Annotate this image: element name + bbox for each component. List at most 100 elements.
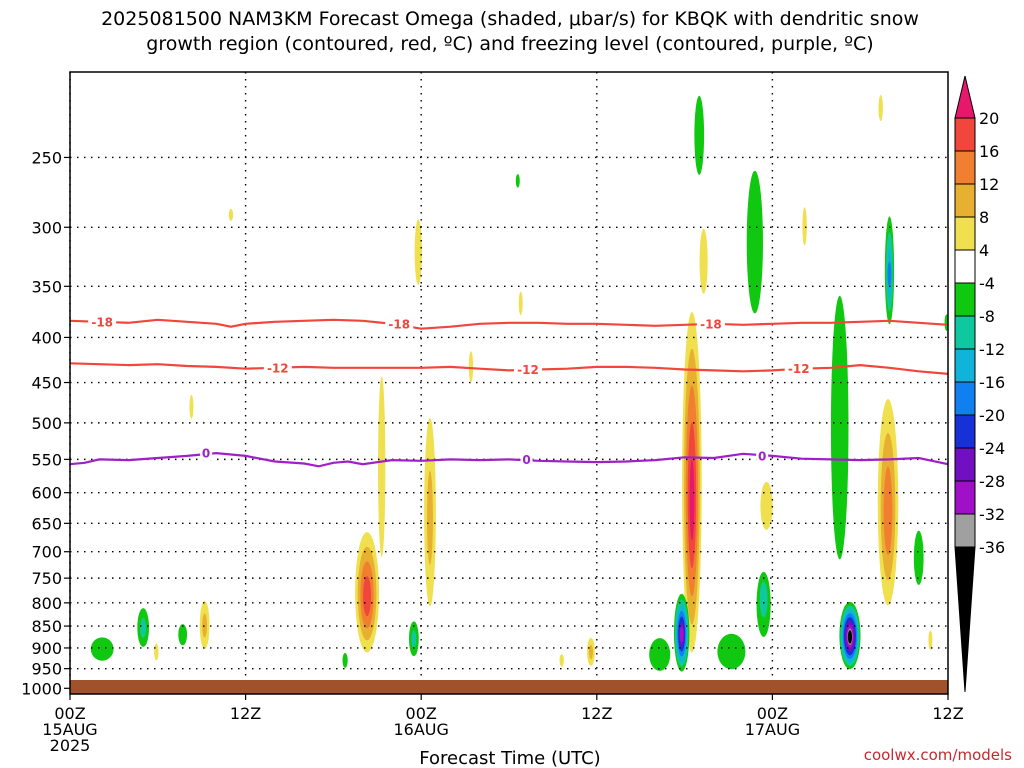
omega-shade-level (694, 95, 705, 175)
x-tick-label: 00Z (54, 704, 85, 723)
omega-shade-level (588, 644, 593, 660)
omega-shade-level (883, 466, 893, 556)
x-tick-label: 17AUG (745, 720, 800, 739)
colorbar-segment (954, 414, 976, 449)
omega-feature (877, 398, 899, 606)
colorbar-bottom-arrow (954, 546, 976, 693)
omega-shade-level (689, 459, 695, 541)
omega-feature (424, 417, 436, 607)
omega-shade-level (746, 170, 763, 314)
y-tick-label: 450 (31, 374, 62, 393)
x-tick-label: 16AUG (393, 720, 448, 739)
contour-label-bg (696, 316, 725, 331)
contour-label-bg (385, 316, 414, 331)
contour-label: -18 (91, 315, 113, 329)
omega-feature (154, 643, 159, 661)
omega-feature (468, 351, 474, 383)
y-tick-label: 950 (31, 660, 62, 679)
omega-shade-level (913, 530, 924, 585)
omega-feature (587, 637, 595, 666)
colorbar-label: -28 (979, 472, 1005, 491)
omega-shade-level (228, 208, 234, 221)
omega-feature (830, 295, 849, 560)
colorbar-top-arrow (954, 75, 976, 119)
omega-feature (756, 571, 771, 637)
y-tick-label: 800 (31, 594, 62, 613)
colorbar-segment (954, 480, 976, 515)
y-tick-label: 700 (31, 543, 62, 562)
y-tick-label: 600 (31, 484, 62, 503)
omega-feature (189, 394, 194, 419)
omega-shade-level (649, 638, 671, 671)
omega-feature (928, 630, 933, 650)
contour-label: -12 (517, 363, 539, 377)
omega-feature (884, 216, 895, 325)
omega-shade-level (830, 295, 849, 560)
omega-feature (699, 228, 708, 294)
x-tick-label: 12Z (932, 704, 963, 723)
omega-shade-level (178, 624, 188, 646)
omega-shade-level (515, 174, 520, 188)
omega-shade-level (363, 576, 372, 617)
omega-feature (178, 624, 188, 646)
plot-background (70, 72, 948, 694)
omega-shade-level (342, 652, 348, 668)
colorbar-label: 20 (979, 109, 999, 128)
omega-feature (137, 608, 150, 648)
omega-feature (515, 174, 520, 188)
y-tick-label: 300 (31, 218, 62, 237)
omega-feature (355, 532, 380, 653)
credit-text: coolwx.com/models (864, 746, 1012, 764)
omega-shade-level (140, 618, 147, 638)
colorbar-segment (954, 117, 976, 152)
omega-feature (694, 95, 705, 175)
colorbar-segment (954, 513, 976, 548)
colorbar-label: -8 (979, 307, 995, 326)
omega-shade-level (518, 291, 523, 316)
omega-feature (414, 219, 422, 285)
contour-label-bg (514, 362, 543, 377)
x-tick-label: 12Z (230, 704, 261, 723)
omega-shade-level (699, 228, 708, 294)
y-tick-label: 1000 (21, 679, 62, 698)
omega-shade-level (717, 633, 746, 670)
x-axis-title: Forecast Time (UTC) (419, 748, 600, 768)
colorbar-segment (954, 381, 976, 416)
colorbar-segment (954, 150, 976, 185)
colorbar: 20 16 12 8 4 -4 -8 -12 -16 -20 -24 -28 -32 -36 (954, 75, 1005, 693)
colorbar-label: 4 (979, 241, 989, 260)
y-tick-label: 250 (31, 148, 62, 167)
y-tick-label: 750 (31, 569, 62, 588)
omega-feature (673, 593, 690, 672)
colorbar-label: -12 (979, 340, 1005, 359)
omega-feature (760, 481, 773, 530)
omega-feature (649, 638, 671, 671)
omega-shade-level (759, 581, 768, 618)
y-tick-label: 850 (31, 617, 62, 636)
omega-feature (228, 208, 234, 221)
omega-feature (682, 312, 702, 653)
colorbar-label: -36 (979, 538, 1005, 557)
chart-title-line1: 2025081500 NAM3KM Forecast Omega (shaded… (101, 8, 919, 30)
y-tick-label: 400 (31, 328, 62, 347)
colorbar-segment (954, 249, 976, 284)
x-tick-label: 00Z (757, 704, 788, 723)
omega-feature (913, 530, 924, 585)
colorbar-label: -16 (979, 373, 1005, 392)
omega-feature (342, 652, 348, 668)
contour-label: -12 (788, 362, 810, 376)
omega-shade-level (189, 394, 194, 419)
contour-label-bg (520, 452, 533, 467)
omega-feature (839, 601, 861, 670)
y-tick-label: 500 (31, 414, 62, 433)
contour-label-bg (263, 360, 292, 375)
contour-label: -18 (388, 317, 410, 331)
colorbar-segment (954, 183, 976, 218)
contour-label-bg (88, 314, 117, 329)
colorbar-segment (954, 348, 976, 383)
x-tick-label: 12Z (581, 704, 612, 723)
contour-label-bg (200, 446, 213, 461)
x-tick-label: 2025 (50, 736, 91, 755)
